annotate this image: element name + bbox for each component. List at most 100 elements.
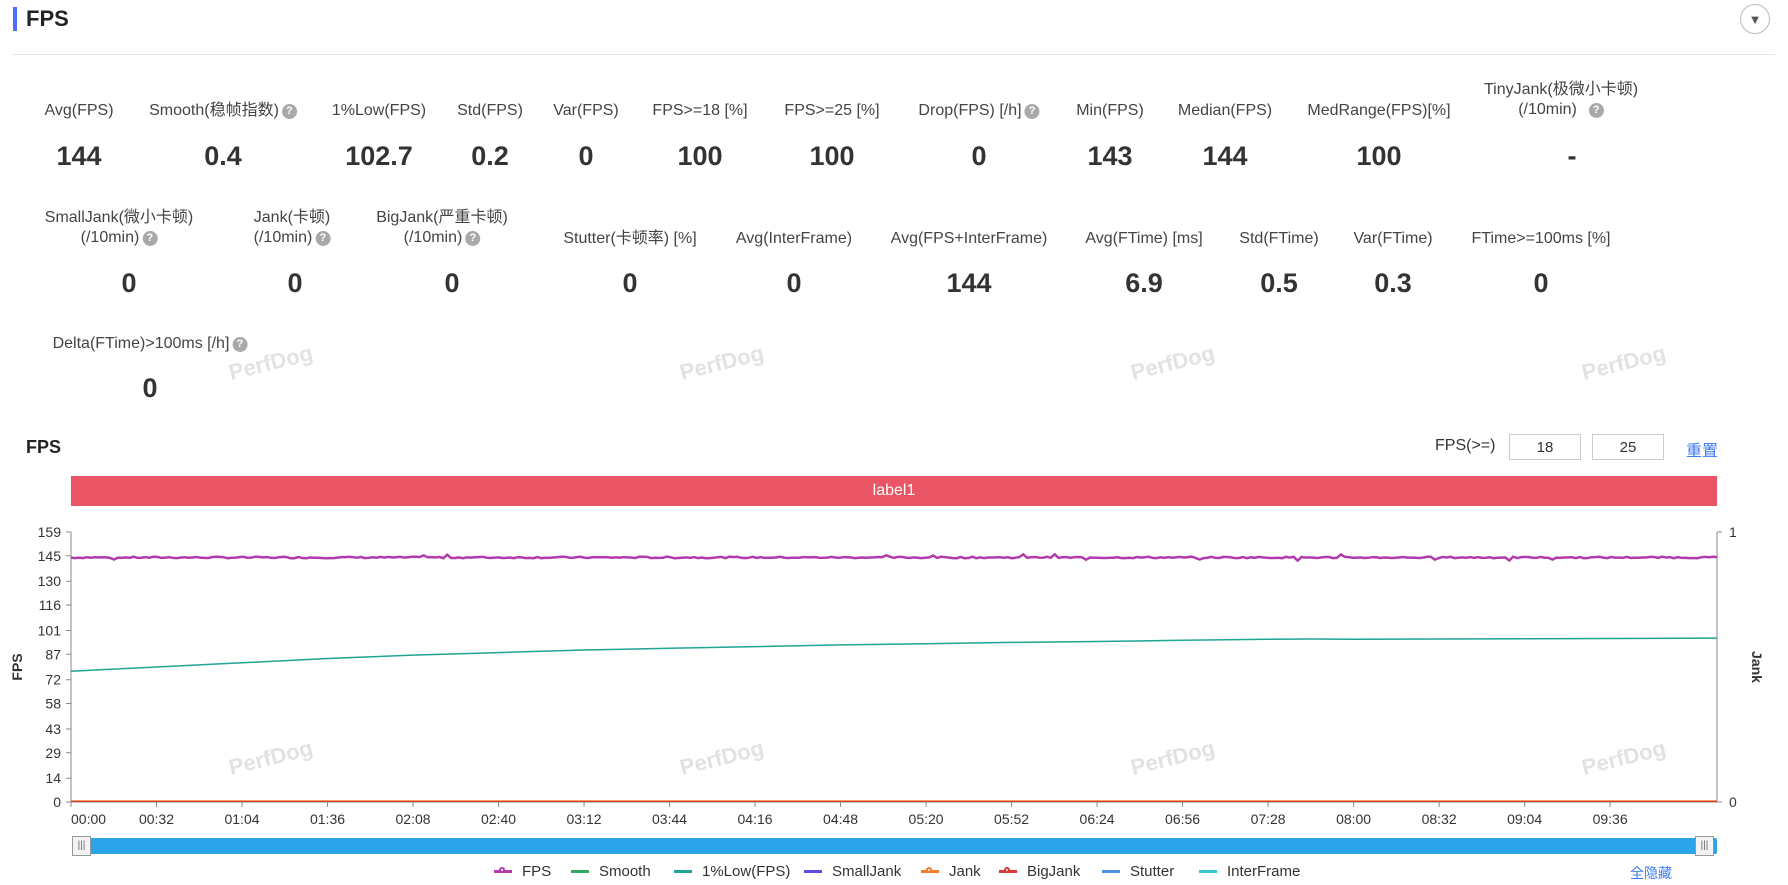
metric-label: BigJank(严重卡顿) [376, 209, 508, 226]
metric-fps25-value: 100 [809, 141, 855, 171]
legend-item-jank[interactable]: Jank [921, 863, 981, 880]
metric-min-fps-value: 143 [1087, 141, 1133, 171]
metric-label: Std(FTime) [1239, 230, 1319, 247]
metric-label: 1%Low(FPS) [331, 102, 427, 119]
metric-tinyjank-value: - [1567, 141, 1577, 171]
legend-item-stutter[interactable]: Stutter [1102, 863, 1174, 880]
metric-bigjank-value: 0 [444, 268, 460, 298]
x-tick-label: 03:12 [567, 811, 602, 827]
metric-delta-ftime-value: 0 [142, 373, 158, 403]
metric-label: Var(FTime) [1353, 230, 1433, 247]
metric-avg-fps-label: Avg(FPS) [44, 101, 113, 121]
series-line-fps [70, 552, 1718, 563]
metric-label: Drop(FPS) [/h] [918, 102, 1022, 119]
metric-label: Min(FPS) [1076, 102, 1144, 119]
series-line-1low-fps [70, 637, 1718, 672]
legend-label: BigJank [1027, 863, 1081, 880]
hide-all-button[interactable]: 全隐藏 [1630, 865, 1672, 881]
help-icon[interactable]: ? [232, 337, 248, 352]
legend-label: FPS [522, 863, 552, 880]
x-tick-label: 05:20 [909, 811, 944, 827]
legend-label: Smooth [599, 863, 651, 880]
metric-label: Avg(InterFrame) [735, 230, 853, 247]
x-tick-label: 09:04 [1507, 811, 1542, 827]
fps-threshold-input-1[interactable] [1509, 434, 1581, 460]
help-icon[interactable]: ? [142, 231, 158, 246]
y-tick-label: 0 [53, 794, 61, 810]
metric-label: Jank(卡顿) [253, 209, 331, 226]
legend-item-1low[interactable]: 1%Low(FPS) [674, 863, 790, 880]
metric-std-fps-value: 0.2 [471, 141, 509, 171]
metric-label: Median(FPS) [1177, 102, 1273, 119]
y-tick-label: 87 [45, 646, 61, 662]
help-icon[interactable]: ? [465, 231, 481, 246]
legend-swatch [571, 870, 589, 873]
fps-threshold-input-2[interactable] [1592, 434, 1664, 460]
metric-stutter-value: 0 [622, 268, 638, 298]
metric-std-fps-label: Std(FPS) [457, 101, 523, 121]
metric-std-ftime-value: 0.5 [1260, 268, 1298, 298]
section-title: FPS [26, 6, 69, 31]
metric-fps18-label: FPS>=18 [%] [652, 101, 747, 121]
metric-ftime100-label: FTime>=100ms [%] [1471, 229, 1610, 249]
metric-label: Stutter(卡顿率) [%] [563, 230, 697, 247]
legend-item-smooth[interactable]: Smooth [571, 863, 651, 880]
reset-button[interactable]: 重置 [1686, 443, 1719, 460]
slider-handle-left[interactable]: ||| [72, 836, 91, 856]
metric-1low-label: 1%Low(FPS) [332, 101, 426, 121]
x-tick-label: 08:32 [1422, 811, 1457, 827]
x-tick-label: 05:52 [994, 811, 1029, 827]
time-range-slider[interactable] [72, 838, 1717, 854]
y-tick-label: 101 [38, 622, 62, 638]
help-icon[interactable]: ? [1024, 104, 1040, 119]
metric-avg-interframe-label: Avg(InterFrame) [736, 229, 852, 249]
legend-item-interframe[interactable]: InterFrame [1199, 863, 1300, 880]
metric-medrange-value: 100 [1356, 141, 1402, 171]
metric-avg-fps-value: 144 [56, 141, 102, 171]
metric-jank-value: 0 [287, 268, 303, 298]
metric-label: MedRange(FPS)[%] [1307, 102, 1451, 119]
metric-delta-ftime-label: Delta(FTime)>100ms [/h]? [53, 334, 248, 354]
metric-median-fps-label: Median(FPS) [1178, 101, 1272, 121]
x-tick-label: 08:00 [1336, 811, 1371, 827]
y-tick-label: 29 [45, 745, 61, 761]
metric-avg-ftime-label: Avg(FTime) [ms] [1085, 229, 1202, 249]
legend-swatch [804, 870, 822, 873]
metric-label: FPS>=25 [%] [784, 102, 880, 119]
legend-item-smalljank[interactable]: SmallJank [804, 863, 901, 880]
fps-chart[interactable]: 0 14 29 43 58 72 87 101 116 130 145 159 0 1 FPS Jank 00:… [0, 510, 1788, 830]
metric-smooth-value: 0.4 [204, 141, 242, 171]
metric-drop-value: 0 [971, 141, 987, 171]
slider-handle-right[interactable]: ||| [1695, 836, 1714, 856]
label-band[interactable]: label1 [71, 476, 1717, 506]
x-tick-label: 00:00 [71, 811, 106, 827]
x-tick-label: 06:56 [1165, 811, 1200, 827]
metric-ftime100-value: 0 [1533, 268, 1549, 298]
metric-label: FPS>=18 [%] [652, 102, 748, 119]
legend-label: SmallJank [832, 863, 902, 880]
metric-label: FTime>=100ms [%] [1471, 230, 1611, 247]
legend-item-fps[interactable]: FPS [494, 863, 551, 880]
metric-label: TinyJank(极微小卡顿) [1483, 81, 1639, 98]
legend-label: 1%Low(FPS) [702, 863, 791, 880]
metric-label: Avg(FPS) [44, 102, 114, 119]
metric-label: Var(FPS) [553, 102, 619, 119]
metric-fps25-label: FPS>=25 [%] [784, 101, 879, 121]
legend-swatch [1199, 870, 1217, 873]
legend-item-bigjank[interactable]: BigJank [999, 863, 1080, 880]
y-tick-label: 116 [39, 597, 62, 613]
help-icon[interactable]: ? [315, 231, 331, 246]
help-icon[interactable]: ? [281, 104, 297, 119]
metric-label: SmallJank(微小卡顿) [44, 209, 194, 226]
x-tick-label: 00:32 [139, 811, 174, 827]
metric-avg-interframe-value: 0 [786, 268, 802, 298]
y-tick-label: 43 [45, 721, 61, 737]
metric-var-ftime-value: 0.3 [1374, 268, 1412, 298]
metric-label-unit: (/10min) [253, 229, 313, 246]
metric-medrange-label: MedRange(FPS)[%] [1307, 101, 1450, 121]
collapse-toggle-button[interactable]: ▼ [1740, 4, 1770, 34]
help-icon[interactable]: ? [1588, 103, 1604, 118]
legend-swatch [921, 867, 939, 873]
y2-tick-label: 0 [1729, 794, 1737, 810]
metric-drop-label: Drop(FPS) [/h]? [918, 101, 1040, 121]
